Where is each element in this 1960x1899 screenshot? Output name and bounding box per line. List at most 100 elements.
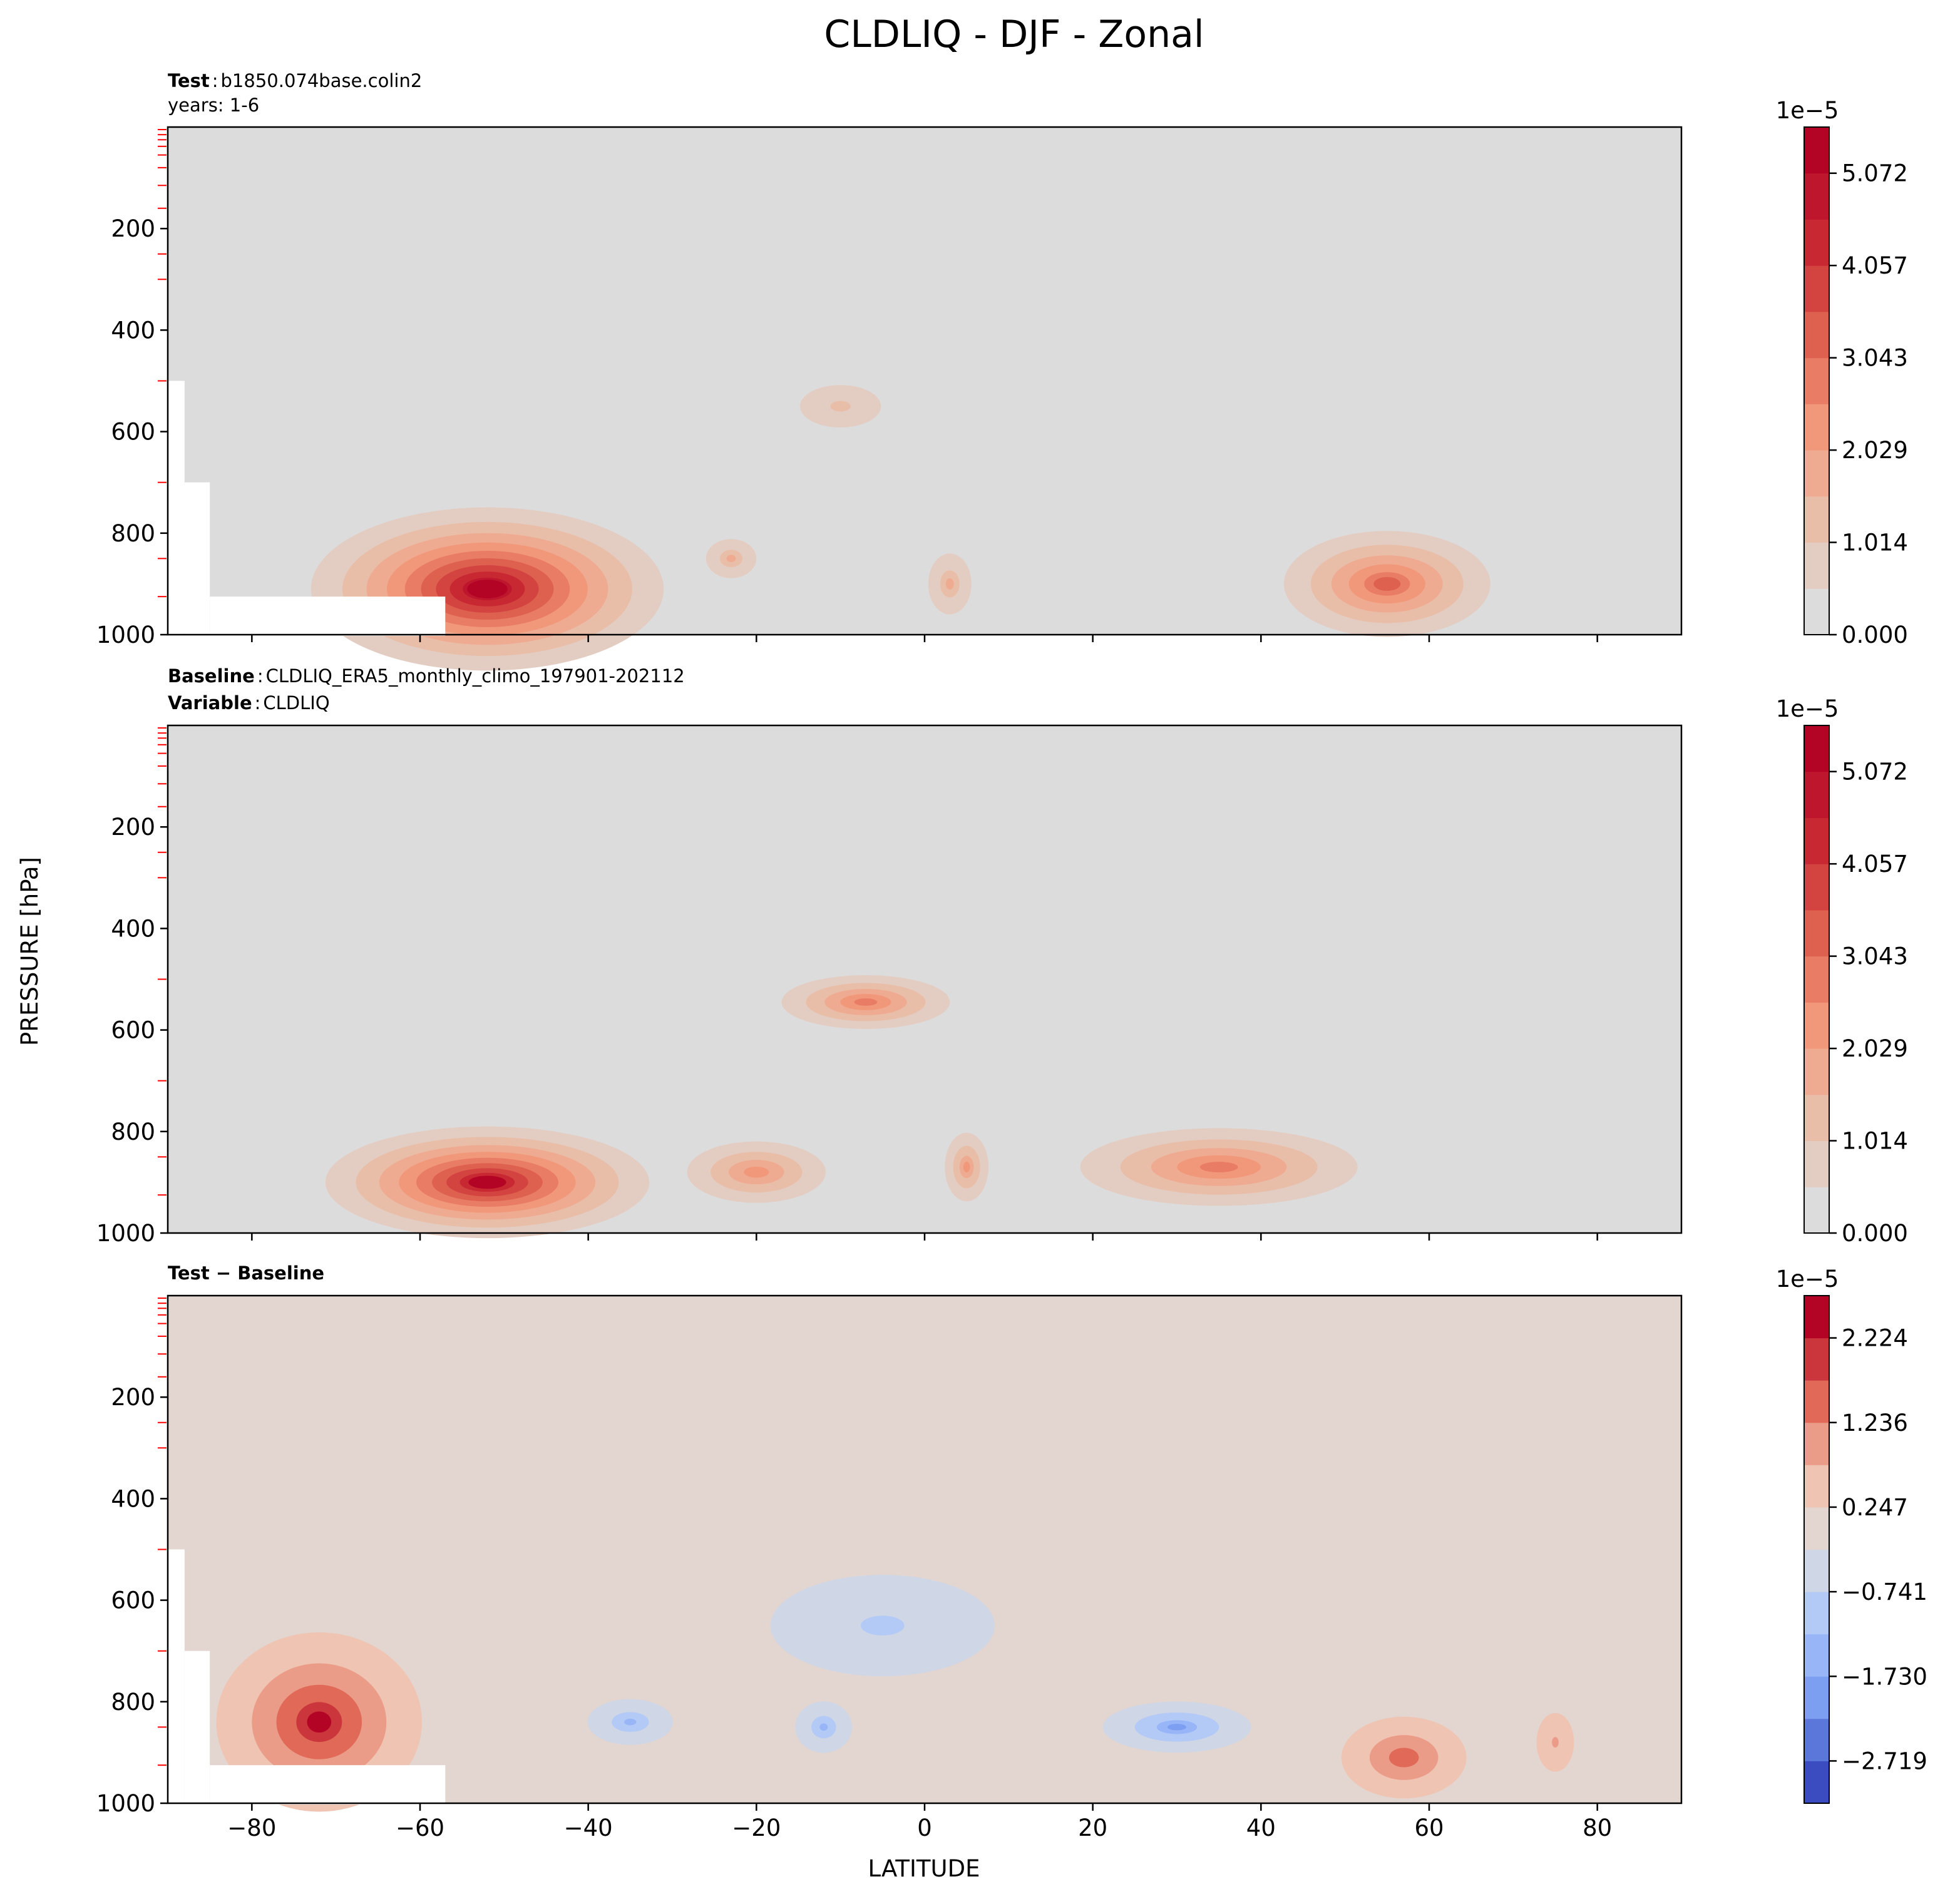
test-ytick-label-200: 200 <box>111 215 155 242</box>
test-ytick-label-400: 400 <box>111 317 155 344</box>
test-missing-1 <box>184 482 210 636</box>
difference-contour-1-band-9 <box>1388 1748 1419 1768</box>
baseline-colorbar-band-1 <box>1804 1140 1829 1187</box>
baseline-annotation-label: Baseline <box>168 665 255 687</box>
baseline-colorbar-band-8 <box>1804 817 1829 864</box>
y-axis-label: PRESSURE [hPa] <box>16 857 43 1046</box>
difference-heatmap <box>168 1296 1681 1812</box>
baseline-colorbar-band-2 <box>1804 1094 1829 1142</box>
baseline-colorbar-band-5 <box>1804 956 1829 1003</box>
difference-xtick-label-40: 40 <box>1246 1815 1276 1841</box>
baseline-colorbar-label-0: 0.000 <box>1842 1220 1908 1247</box>
difference-xtick-label--20: −20 <box>732 1815 781 1841</box>
difference-colorbar-band-1 <box>1804 1718 1829 1761</box>
test-colorbar-label-1: 1.014 <box>1842 530 1908 556</box>
difference-colorbar-label-0: −2.719 <box>1842 1748 1927 1774</box>
panel-baseline: Baseline: CLDLIQ_ERA5_monthly_climo_19790… <box>96 665 1908 1247</box>
difference-ytick-label-600: 600 <box>111 1587 155 1614</box>
test-colorbar-band-5 <box>1804 357 1829 404</box>
x-axis-label: LATITUDE <box>868 1855 980 1882</box>
baseline-colorbar-offset: 1e−5 <box>1776 695 1839 722</box>
test-colorbar-band-6 <box>1804 311 1829 359</box>
baseline-colorbar-band-0 <box>1804 1187 1829 1234</box>
baseline-colorbar-band-4 <box>1804 1002 1829 1049</box>
figure-title: CLDLIQ - DJF - Zonal <box>824 13 1204 56</box>
baseline-colorbar: 1e−5 0.000 1.014 2.029 3.043 4.057 5.072 <box>1776 695 1908 1247</box>
baseline-colorbar-band-10 <box>1804 725 1829 772</box>
difference-xtick-label-20: 20 <box>1078 1815 1107 1841</box>
test-contour-4-band-2 <box>830 401 851 412</box>
test-colorbar-label-5: 5.072 <box>1842 160 1908 187</box>
difference-colorbar-band-8 <box>1804 1422 1829 1465</box>
difference-colorbar: 1e−5 −2.719 −1.730 −0.741 0.247 1.236 2.224 <box>1776 1266 1927 1804</box>
difference-missing-2 <box>210 1765 446 1804</box>
test-annotation-line1: Test: b1850.074base.colin2 <box>168 70 422 91</box>
baseline-colorbar-band-3 <box>1804 1048 1829 1095</box>
test-colorbar-band-10 <box>1804 127 1829 174</box>
difference-colorbar-frame <box>1804 1295 1830 1804</box>
difference-colorbar-label-5: 2.224 <box>1842 1325 1908 1352</box>
baseline-contour-4-band-4 <box>963 1162 970 1173</box>
difference-contour-2-band-8 <box>1552 1737 1559 1748</box>
difference-missing-0 <box>168 1549 185 1804</box>
test-missing-2 <box>210 596 446 636</box>
baseline-colorbar-label-5: 5.072 <box>1842 759 1908 786</box>
difference-colorbar-band-11 <box>1804 1296 1829 1339</box>
test-contour-0-band-10 <box>467 580 508 598</box>
difference-missing-1 <box>184 1651 210 1804</box>
difference-colorbar-band-10 <box>1804 1338 1829 1381</box>
baseline-contour-1-band-5 <box>854 998 878 1006</box>
test-colorbar-band-8 <box>1804 219 1829 266</box>
baseline-contour-0-band-10 <box>468 1175 506 1189</box>
test-contour-1-band-6 <box>1373 576 1401 591</box>
difference-xtick-label-80: 80 <box>1583 1815 1612 1841</box>
test-colorbar-label-2: 2.029 <box>1842 437 1908 464</box>
test-colorbar-label-3: 3.043 <box>1842 345 1908 372</box>
difference-contour-3-band-4 <box>860 1615 905 1635</box>
baseline-ytick-label-200: 200 <box>111 814 155 841</box>
baseline-colorbar-band-9 <box>1804 771 1829 818</box>
baseline-colorbar-frame <box>1804 725 1830 1234</box>
test-colorbar: 1e−5 0.000 1.014 2.029 3.043 4.057 5.072 <box>1776 97 1908 648</box>
baseline-annotation-label2: Variable <box>168 692 252 714</box>
test-plot-area: 200 400 600 800 1000 <box>96 126 1683 671</box>
baseline-ytick-label-1000: 1000 <box>96 1220 155 1247</box>
test-colorbar-label-0: 0.000 <box>1842 622 1908 648</box>
baseline-annotation-line2: Variable: CLDLIQ <box>168 692 330 714</box>
test-annotation-label: Test <box>168 70 210 91</box>
test-colorbar-band-9 <box>1804 173 1829 220</box>
difference-colorbar-label-3: 0.247 <box>1842 1494 1908 1521</box>
baseline-colorbar-label-2: 2.029 <box>1842 1035 1908 1062</box>
difference-xtick-label-60: 60 <box>1414 1815 1444 1841</box>
difference-colorbar-band-4 <box>1804 1592 1829 1635</box>
baseline-annotation-sep: : <box>257 665 264 687</box>
baseline-ytick-label-600: 600 <box>111 1017 155 1044</box>
difference-colorbar-band-9 <box>1804 1380 1829 1423</box>
test-annotation-sep: : <box>212 70 218 91</box>
difference-ytick-label-800: 800 <box>111 1689 155 1716</box>
baseline-contour-2-band-5 <box>1199 1162 1238 1173</box>
baseline-colorbar-label-1: 1.014 <box>1842 1128 1908 1155</box>
test-colorbar-band-4 <box>1804 404 1829 451</box>
test-missing-0 <box>168 381 185 636</box>
test-colorbar-band-3 <box>1804 450 1829 497</box>
baseline-contour-3-band-4 <box>744 1166 769 1178</box>
baseline-colorbar-band-6 <box>1804 909 1829 957</box>
baseline-annotation-value2: CLDLIQ <box>263 692 329 714</box>
baseline-axes: 200 400 600 800 1000 <box>96 724 1683 1247</box>
difference-ytick-label-1000: 1000 <box>96 1790 155 1817</box>
test-ytick-label-800: 800 <box>111 520 155 547</box>
baseline-ytick-label-800: 800 <box>111 1118 155 1145</box>
baseline-annotation-sep2: : <box>255 692 261 714</box>
test-colorbar-band-1 <box>1804 542 1829 589</box>
difference-colorbar-label-4: 1.236 <box>1842 1410 1908 1436</box>
difference-colorbar-band-2 <box>1804 1676 1829 1719</box>
test-contour-3-band-3 <box>945 578 954 590</box>
difference-colorbar-band-3 <box>1804 1634 1829 1677</box>
baseline-ytick-label-400: 400 <box>111 915 155 942</box>
difference-xtick-label--80: −80 <box>227 1815 276 1841</box>
baseline-colorbar-label-3: 3.043 <box>1842 943 1908 970</box>
difference-ytick-label-200: 200 <box>111 1384 155 1411</box>
test-annotation-line2: years: 1-6 <box>168 95 259 116</box>
